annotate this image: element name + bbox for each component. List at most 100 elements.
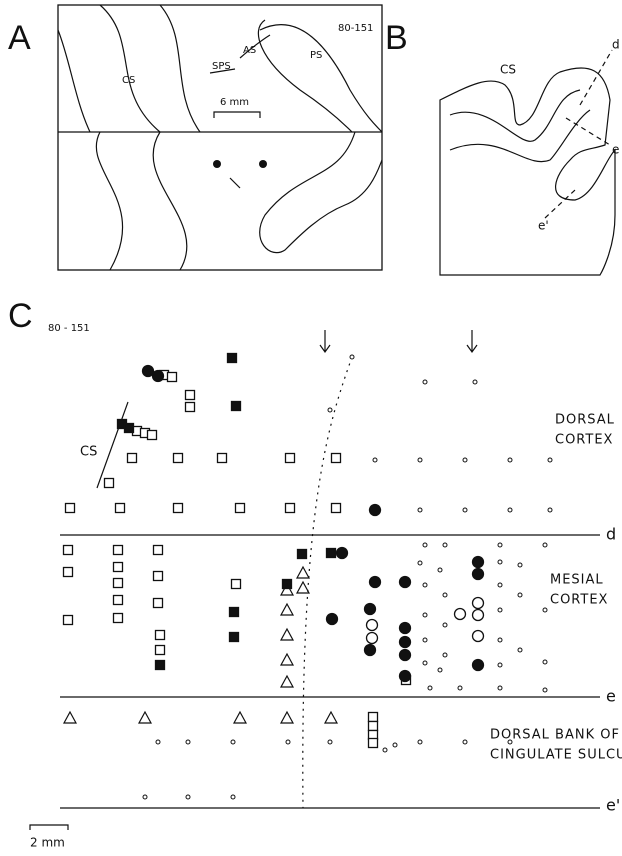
filled-circle bbox=[327, 614, 338, 625]
filled-square bbox=[230, 608, 239, 617]
filled-circle bbox=[143, 366, 154, 377]
sulcus bbox=[100, 5, 160, 132]
open-square bbox=[174, 454, 183, 463]
open-square bbox=[154, 572, 163, 581]
filled-square bbox=[230, 633, 239, 642]
small-dot bbox=[231, 740, 235, 744]
small-dot bbox=[423, 380, 427, 384]
open-square bbox=[64, 568, 73, 577]
small-dot bbox=[463, 458, 467, 462]
case-id: 80 - 151 bbox=[48, 323, 90, 334]
open-circle bbox=[473, 610, 484, 621]
small-dot bbox=[543, 608, 547, 612]
sulcus bbox=[153, 132, 187, 270]
small-dot bbox=[463, 508, 467, 512]
open-square bbox=[116, 504, 125, 513]
filled-circle bbox=[473, 569, 484, 580]
sulcus-label: PS bbox=[310, 50, 322, 61]
sulcus-label: SPS bbox=[212, 61, 231, 72]
small-dot bbox=[418, 508, 422, 512]
small-dot bbox=[286, 740, 290, 744]
filled-circle bbox=[365, 604, 376, 615]
open-square bbox=[64, 616, 73, 625]
boundary-label: e bbox=[606, 687, 616, 706]
filled-circle bbox=[473, 660, 484, 671]
section-outline bbox=[440, 68, 615, 275]
triangle bbox=[234, 712, 246, 723]
small-dot bbox=[418, 740, 422, 744]
scale-label: 6 mm bbox=[220, 97, 249, 108]
open-square bbox=[369, 722, 378, 731]
recording-site bbox=[213, 160, 221, 168]
small-dot bbox=[518, 648, 522, 652]
triangle bbox=[281, 712, 293, 723]
open-square bbox=[114, 546, 123, 555]
open-circle bbox=[473, 598, 484, 609]
filled-circle bbox=[370, 505, 381, 516]
filled-circle bbox=[370, 577, 381, 588]
sulcus-label: CS bbox=[80, 445, 97, 460]
filled-circle bbox=[337, 548, 348, 559]
panel-label: A bbox=[8, 19, 31, 57]
sulcus bbox=[260, 132, 382, 253]
small-dot bbox=[156, 740, 160, 744]
open-square bbox=[236, 504, 245, 513]
open-square bbox=[369, 713, 378, 722]
region-label: CINGULATE SULCUS bbox=[490, 748, 622, 763]
open-square bbox=[64, 546, 73, 555]
region-label: CORTEX bbox=[555, 433, 613, 448]
triangle bbox=[325, 712, 337, 723]
section-label: e bbox=[612, 143, 619, 157]
open-square bbox=[186, 403, 195, 412]
open-square bbox=[148, 431, 157, 440]
boundary-label: e' bbox=[606, 796, 620, 815]
small-dot bbox=[423, 638, 427, 642]
small-dot bbox=[498, 608, 502, 612]
recording-site bbox=[259, 160, 267, 168]
small-dot bbox=[383, 748, 387, 752]
open-square bbox=[218, 454, 227, 463]
figure: A PS AS SPS CS 80-151 6 mm B CS d e e' C… bbox=[0, 0, 622, 856]
filled-square bbox=[125, 424, 134, 433]
triangle bbox=[281, 654, 293, 665]
small-dot bbox=[443, 653, 447, 657]
open-square bbox=[332, 504, 341, 513]
section-line bbox=[566, 118, 610, 145]
open-square bbox=[154, 546, 163, 555]
open-square bbox=[174, 504, 183, 513]
small-dot bbox=[508, 458, 512, 462]
small-dot bbox=[418, 458, 422, 462]
scale-bar bbox=[30, 825, 68, 830]
arrow bbox=[320, 330, 477, 352]
small-dot bbox=[443, 593, 447, 597]
small-dot bbox=[443, 623, 447, 627]
open-square bbox=[369, 739, 378, 748]
filled-circle bbox=[400, 623, 411, 634]
dotted-line bbox=[303, 357, 352, 808]
small-dot bbox=[186, 795, 190, 799]
triangle bbox=[64, 712, 76, 723]
open-square bbox=[286, 504, 295, 513]
open-circle bbox=[473, 631, 484, 642]
small-dot bbox=[423, 613, 427, 617]
small-dot bbox=[328, 740, 332, 744]
region-label: DORSAL bbox=[555, 413, 615, 428]
scale-bar bbox=[214, 112, 260, 118]
open-square bbox=[332, 454, 341, 463]
small-dot bbox=[498, 560, 502, 564]
open-square bbox=[154, 599, 163, 608]
small-dot bbox=[328, 408, 332, 412]
sulcus bbox=[96, 132, 122, 270]
open-square bbox=[232, 580, 241, 589]
filled-square bbox=[327, 549, 336, 558]
small-dot bbox=[548, 458, 552, 462]
small-dot bbox=[438, 568, 442, 572]
open-circle bbox=[455, 609, 466, 620]
open-circle bbox=[367, 620, 378, 631]
section-line bbox=[545, 190, 575, 218]
small-dot bbox=[443, 543, 447, 547]
small-dot bbox=[498, 583, 502, 587]
small-dot bbox=[418, 561, 422, 565]
boundary-label: d bbox=[606, 525, 616, 544]
open-square bbox=[114, 596, 123, 605]
